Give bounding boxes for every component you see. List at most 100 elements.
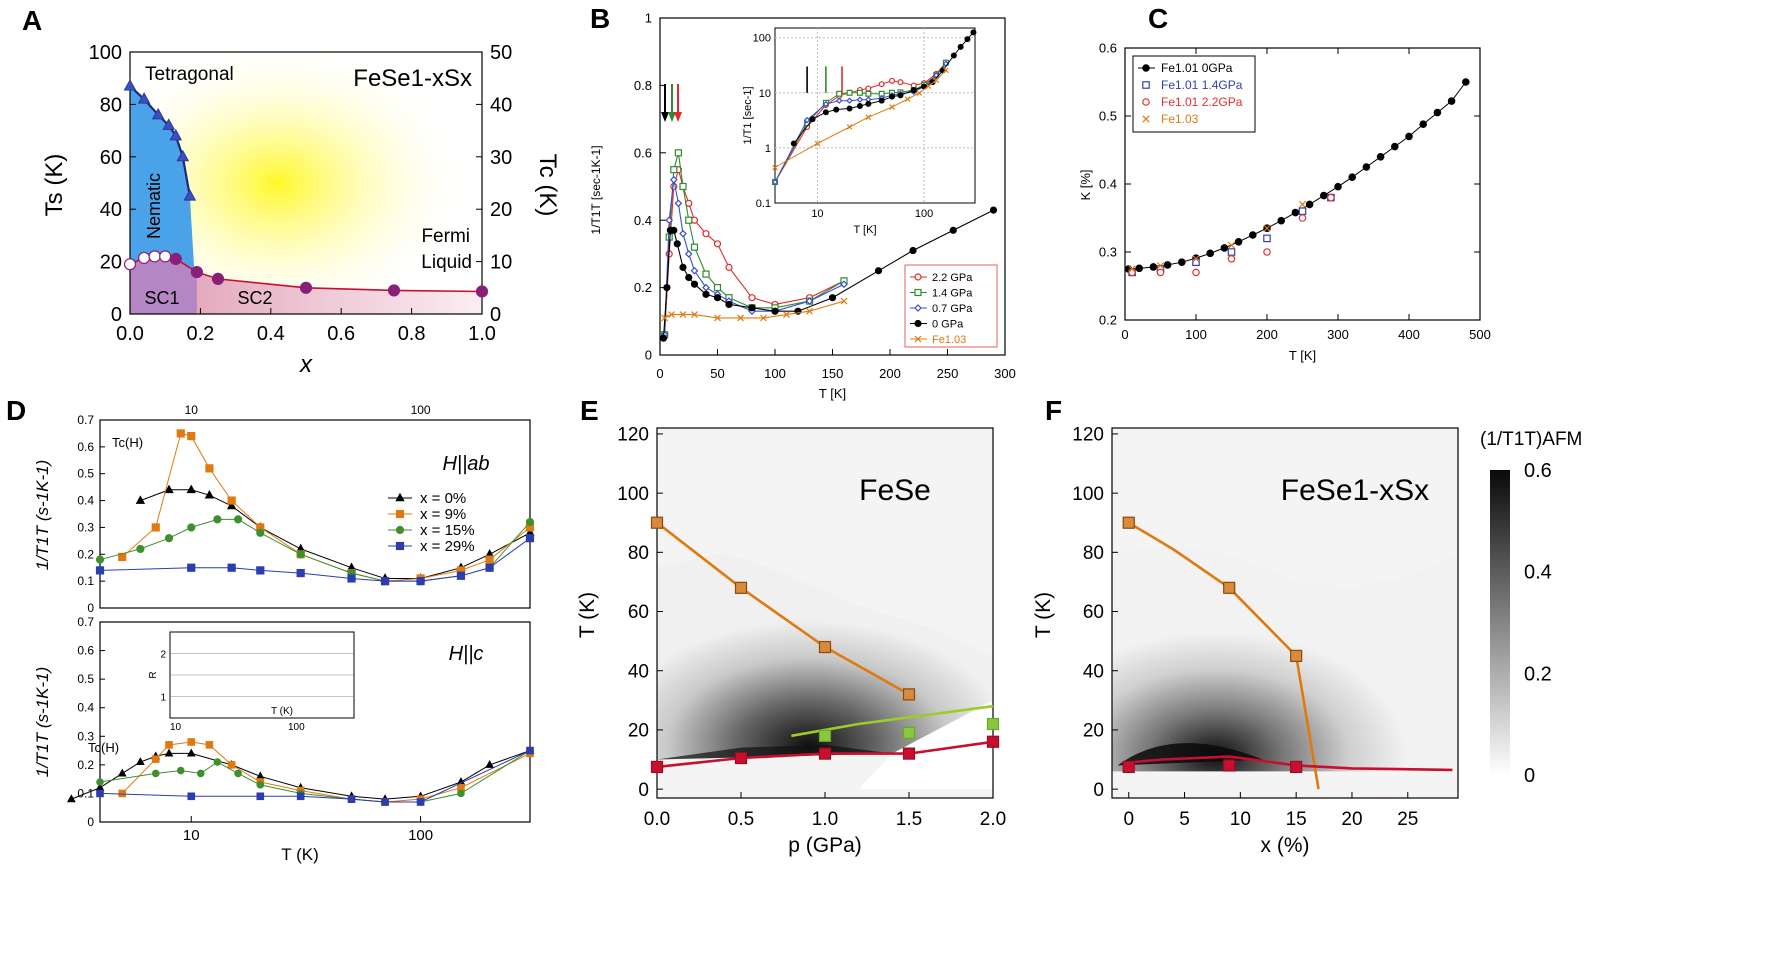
panel-e-y-tick: 120: [617, 425, 649, 446]
panel-f-x-tick: 5: [1179, 809, 1190, 830]
panel-d-point: [135, 495, 146, 504]
panel-a-y-tick: 40: [100, 199, 122, 221]
panel-e-y-tick: 100: [617, 484, 649, 505]
panel-c-point: [1263, 224, 1271, 232]
panel-f-title: FeSe1-xSx: [1281, 474, 1429, 507]
panel-d-y-tick: 0.3: [77, 520, 94, 534]
tc-point: [475, 285, 489, 298]
panel-c-y-tick: 0.6: [1099, 41, 1117, 56]
panel-d-point: [95, 555, 105, 564]
panel-d-lower-point: [186, 748, 196, 757]
panel-b-point: [669, 175, 678, 184]
panel-f-y-tick: 40: [1083, 661, 1104, 682]
panel-f-xlabel: x (%): [1261, 834, 1310, 857]
panel-a-title: FeSe1-xSx: [353, 65, 472, 92]
panel-d-lower-point: [118, 789, 127, 798]
panel-d-y-tick: 0.7: [77, 413, 94, 427]
panel-f-y-tick: 60: [1083, 602, 1104, 623]
inset-point: [933, 77, 940, 84]
panel-e-xlabel: p (GPa): [788, 834, 862, 857]
panel-d-point: [213, 515, 222, 524]
panel-a-y2-tick: 0: [490, 304, 501, 326]
panel-c-point: [1128, 265, 1136, 273]
tc-point: [902, 747, 916, 760]
panel-d-lower-point: [96, 789, 104, 798]
ts-line: [656, 521, 910, 696]
panel-a-y2-tick: 10: [490, 252, 512, 274]
panel-a-ylabel: Ts (K): [41, 154, 68, 217]
tc-point-open: [137, 251, 151, 265]
inset-y-tick: 100: [753, 33, 771, 45]
legend-label: x = 9%: [420, 506, 466, 523]
panel-c-point: [1227, 254, 1236, 263]
panel-a-x-tick: 0.2: [186, 323, 214, 345]
panel-d-y-tick: 0.6: [77, 440, 94, 454]
legend-marker: [395, 509, 405, 519]
inset-point: [889, 104, 895, 110]
inset-point: [772, 164, 778, 171]
inset-point: [865, 85, 872, 92]
panel-c-point: [1433, 108, 1442, 117]
panel-d-top-tick: 100: [411, 403, 431, 417]
panel-d-annotation-hc: H||c: [449, 643, 484, 665]
panel-b-point: [702, 270, 710, 278]
inset-point: [846, 124, 853, 130]
panel-d-lower-y-tick: 0.4: [77, 701, 94, 715]
panel-a-y2-tick: 50: [490, 42, 512, 64]
panel-d-annotation-hab: H||ab: [442, 453, 489, 475]
panel-b-point: [684, 250, 693, 258]
ts-point: [1122, 516, 1135, 529]
inset-point: [865, 114, 872, 121]
panel-f-y-tick: 100: [1072, 484, 1104, 505]
panel-d-lower-point: [416, 798, 425, 806]
panel-d-point: [227, 496, 236, 505]
panel-d-lower-point: [151, 755, 160, 763]
tm-point: [986, 717, 1000, 731]
panel-d-point: [227, 563, 236, 572]
region-label-liquid: Liquid: [421, 252, 472, 273]
panel-c-point: [1277, 216, 1286, 225]
panel-b-point: [685, 273, 693, 282]
panel-a-y2-tick: 40: [490, 94, 512, 116]
panel-d-point: [187, 563, 196, 572]
legend-label: Fe1.03: [1161, 112, 1199, 126]
legend-label: Fe1.01 1.4GPa: [1161, 78, 1243, 92]
panel-a-y-tick: 60: [100, 147, 122, 169]
panel-d-point: [347, 574, 356, 583]
panel-b-ylabel: 1/T1T [sec-1K-1]: [589, 145, 603, 234]
panel-c-point: [1327, 193, 1335, 202]
panel-b-point: [874, 267, 883, 275]
panel-b-point: [805, 297, 814, 305]
ts-point: [902, 688, 916, 701]
panel-d-xlabel: T (K): [281, 845, 318, 864]
tc-point: [190, 265, 203, 279]
panel-c-point: [1298, 214, 1307, 222]
region-label-nematic: Nematic: [144, 173, 164, 239]
panel-c-x-tick: 500: [1469, 327, 1491, 342]
panel-c-point: [1362, 163, 1371, 171]
panel-c-point: [1320, 191, 1328, 200]
panel-d-y-tick: 0.2: [77, 547, 94, 561]
panel-b-series-line: [664, 300, 845, 319]
panel-b-x-tick: 150: [822, 366, 844, 381]
panel-b-point: [679, 311, 687, 318]
panel-d-lower-point: [164, 748, 174, 757]
panel-c-point: [1298, 207, 1307, 216]
panel-d-lower-point: [165, 741, 173, 749]
panel-a-x-tick: 0.4: [257, 323, 285, 345]
inset-point: [957, 43, 964, 50]
panel-d-point: [187, 432, 196, 441]
inset-point: [822, 100, 830, 108]
inset-point: [897, 79, 904, 86]
inset-point: [846, 97, 853, 104]
panel-a-y2label: Tc (K): [534, 154, 561, 217]
panel-b-point: [713, 284, 722, 292]
panel-b-point: [691, 311, 698, 318]
panel-c-point: [1163, 261, 1172, 269]
panel-b-point: [771, 307, 779, 315]
panel-d-lower-point: [381, 798, 389, 806]
ts-point: [1290, 649, 1303, 663]
inset-point: [888, 77, 895, 84]
panel-b-point: [702, 230, 710, 238]
legend-label: x = 15%: [420, 522, 475, 539]
